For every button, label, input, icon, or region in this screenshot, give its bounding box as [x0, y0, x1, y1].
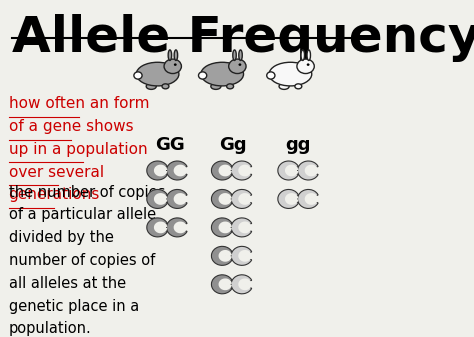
- Wedge shape: [154, 193, 167, 205]
- Wedge shape: [173, 221, 187, 233]
- Wedge shape: [211, 246, 232, 265]
- Text: the number of copies: the number of copies: [9, 185, 165, 200]
- Wedge shape: [166, 161, 187, 180]
- Circle shape: [199, 72, 207, 79]
- Ellipse shape: [297, 59, 314, 73]
- Ellipse shape: [201, 62, 244, 86]
- Wedge shape: [231, 275, 252, 294]
- Circle shape: [307, 63, 310, 66]
- Text: gg: gg: [285, 136, 310, 154]
- Ellipse shape: [301, 50, 304, 60]
- Text: number of copies of: number of copies of: [9, 253, 155, 268]
- Wedge shape: [298, 161, 318, 180]
- Text: Allele Frequency: Allele Frequency: [12, 14, 474, 62]
- Ellipse shape: [307, 50, 310, 60]
- Text: GG: GG: [155, 136, 185, 154]
- Wedge shape: [305, 165, 318, 176]
- Wedge shape: [238, 278, 252, 290]
- Wedge shape: [166, 218, 187, 237]
- Text: divided by the: divided by the: [9, 230, 113, 245]
- Ellipse shape: [269, 62, 312, 86]
- Text: of a gene shows: of a gene shows: [9, 119, 133, 134]
- Ellipse shape: [211, 83, 221, 89]
- Wedge shape: [231, 218, 252, 237]
- Wedge shape: [238, 165, 252, 176]
- Text: of a particular allele: of a particular allele: [9, 208, 155, 222]
- Wedge shape: [238, 193, 252, 205]
- Wedge shape: [219, 250, 232, 262]
- Wedge shape: [219, 278, 232, 290]
- Text: over several: over several: [9, 164, 104, 180]
- Ellipse shape: [168, 50, 172, 60]
- Ellipse shape: [162, 84, 169, 89]
- Ellipse shape: [233, 50, 236, 60]
- Wedge shape: [231, 161, 252, 180]
- Ellipse shape: [228, 59, 246, 73]
- Wedge shape: [219, 221, 232, 233]
- Wedge shape: [219, 165, 232, 176]
- Text: genetic place in a: genetic place in a: [9, 299, 139, 313]
- Text: how often an form: how often an form: [9, 96, 149, 111]
- Wedge shape: [147, 189, 167, 209]
- Wedge shape: [211, 218, 232, 237]
- Wedge shape: [147, 161, 167, 180]
- Wedge shape: [173, 165, 187, 176]
- Ellipse shape: [164, 59, 182, 73]
- Circle shape: [267, 72, 275, 79]
- Wedge shape: [219, 193, 232, 205]
- Wedge shape: [238, 250, 252, 262]
- Wedge shape: [285, 165, 298, 176]
- Ellipse shape: [295, 84, 302, 89]
- Circle shape: [238, 63, 241, 66]
- Wedge shape: [238, 221, 252, 233]
- Wedge shape: [278, 189, 299, 209]
- Ellipse shape: [239, 50, 242, 60]
- Wedge shape: [285, 193, 298, 205]
- Wedge shape: [231, 189, 252, 209]
- Wedge shape: [147, 218, 167, 237]
- Ellipse shape: [227, 84, 234, 89]
- Wedge shape: [154, 221, 167, 233]
- Ellipse shape: [174, 50, 178, 60]
- Text: all alleles at the: all alleles at the: [9, 276, 126, 291]
- Ellipse shape: [146, 83, 156, 89]
- Wedge shape: [173, 193, 187, 205]
- Text: population.: population.: [9, 321, 91, 336]
- Wedge shape: [166, 189, 187, 209]
- Text: Gg: Gg: [219, 136, 247, 154]
- Wedge shape: [154, 165, 167, 176]
- Wedge shape: [278, 161, 299, 180]
- Circle shape: [174, 63, 177, 66]
- Text: up in a population: up in a population: [9, 142, 147, 157]
- Circle shape: [134, 72, 142, 79]
- Wedge shape: [231, 246, 252, 265]
- Wedge shape: [211, 189, 232, 209]
- Wedge shape: [211, 275, 232, 294]
- Text: generations: generations: [9, 187, 100, 202]
- Wedge shape: [211, 161, 232, 180]
- Ellipse shape: [279, 83, 289, 89]
- Wedge shape: [305, 193, 318, 205]
- Ellipse shape: [136, 62, 179, 86]
- Wedge shape: [298, 189, 318, 209]
